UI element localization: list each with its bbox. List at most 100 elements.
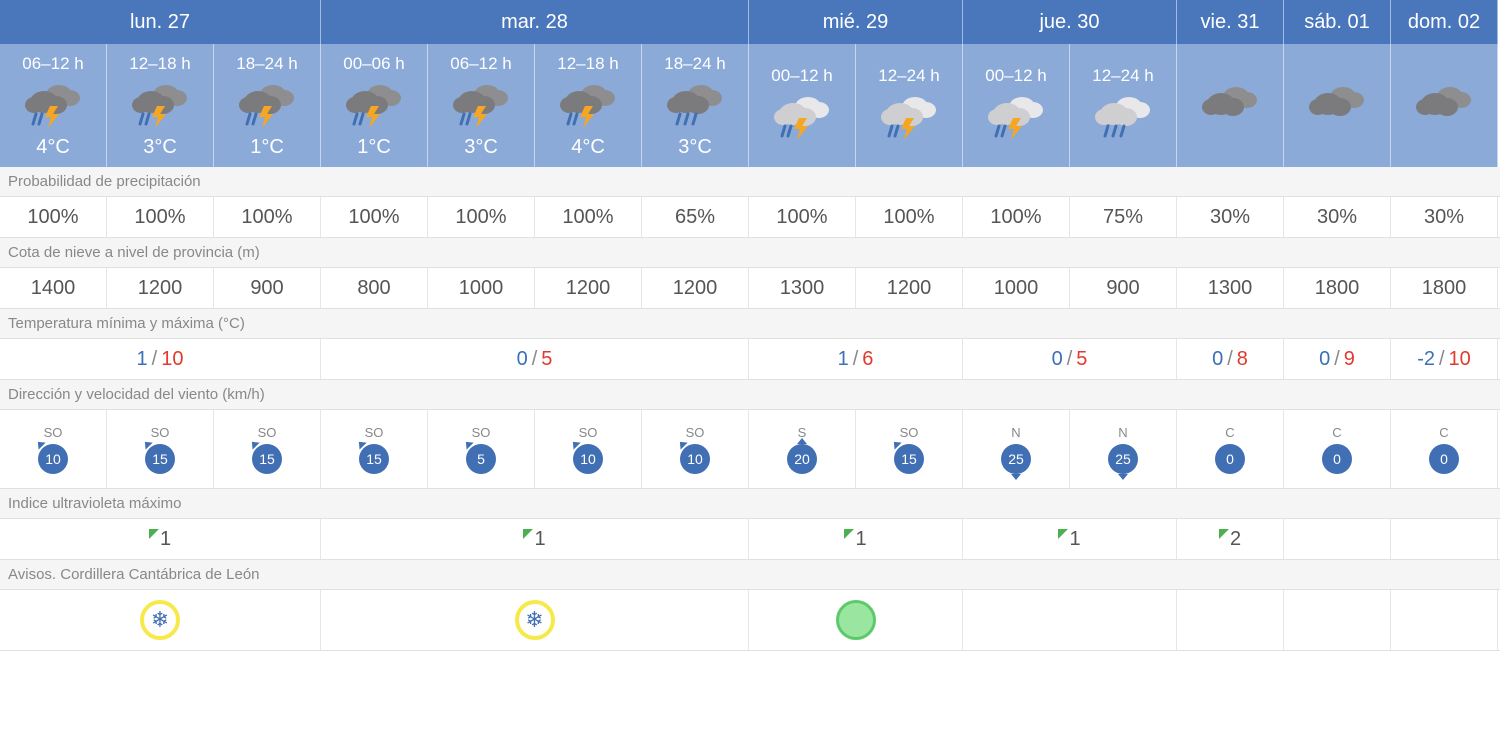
temp-separator: / bbox=[532, 348, 538, 371]
snow-level-label: Cota de nieve a nivel de provincia (m) bbox=[0, 238, 1500, 268]
temp-min: 0 bbox=[1212, 348, 1223, 371]
uv-triangle-icon bbox=[1219, 529, 1229, 539]
weather-icon bbox=[343, 78, 405, 130]
wind-speed-badge: 0 bbox=[1322, 444, 1352, 474]
uv-cell: 1 bbox=[963, 519, 1177, 559]
wind-arrow-icon bbox=[1011, 474, 1021, 480]
temp-max: 8 bbox=[1237, 348, 1248, 371]
temp-min: 0 bbox=[1319, 348, 1330, 371]
wind-speed: 10 bbox=[45, 451, 61, 467]
period-temp: 4°C bbox=[36, 136, 70, 159]
period-header: 00–06 h1°C bbox=[321, 44, 428, 167]
wind-cell: SO15 bbox=[214, 410, 321, 488]
period-range: 00–06 h bbox=[343, 54, 404, 74]
period-header: 12–24 h bbox=[856, 44, 963, 167]
uv-value: 1 bbox=[1069, 529, 1080, 549]
period-header: 00–12 h bbox=[749, 44, 856, 167]
temp-max: 5 bbox=[541, 348, 552, 371]
period-range: 06–12 h bbox=[450, 54, 511, 74]
wind-cell: C0 bbox=[1391, 410, 1498, 488]
wind-speed: 10 bbox=[687, 451, 703, 467]
warning-cell bbox=[963, 590, 1177, 650]
wind-arrow-icon bbox=[34, 438, 45, 449]
weather-icon bbox=[1306, 80, 1368, 132]
weather-icon bbox=[22, 78, 84, 130]
day-header[interactable]: sáb. 01 bbox=[1284, 0, 1391, 44]
temp-minmax-cell: 0/9 bbox=[1284, 339, 1391, 379]
wind-cell: SO15 bbox=[321, 410, 428, 488]
period-header bbox=[1177, 44, 1284, 167]
warning-cell: ❄ bbox=[321, 590, 749, 650]
wind-direction: C bbox=[1332, 425, 1341, 440]
weather-icon bbox=[129, 78, 191, 130]
period-header: 18–24 h3°C bbox=[642, 44, 749, 167]
day-header[interactable]: jue. 30 bbox=[963, 0, 1177, 44]
day-header[interactable]: mié. 29 bbox=[749, 0, 963, 44]
wind-direction: SO bbox=[472, 425, 491, 440]
wind-speed: 0 bbox=[1440, 451, 1448, 467]
day-header-row: lun. 27mar. 28mié. 29jue. 30vie. 31sáb. … bbox=[0, 0, 1500, 44]
period-temp: 1°C bbox=[250, 136, 284, 159]
uv-cell bbox=[1391, 519, 1498, 559]
wind-arrow-icon bbox=[676, 438, 687, 449]
warning-cell bbox=[1177, 590, 1284, 650]
period-header: 18–24 h1°C bbox=[214, 44, 321, 167]
data-cell: 100% bbox=[856, 197, 963, 237]
wind-cell: SO 10 bbox=[642, 410, 749, 488]
weather-icon bbox=[664, 78, 726, 130]
wind-speed: 15 bbox=[366, 451, 382, 467]
warnings-row: ❄❄ bbox=[0, 590, 1500, 651]
wind-arrow-icon bbox=[462, 438, 473, 449]
temp-max: 9 bbox=[1344, 348, 1355, 371]
period-header: 12–24 h bbox=[1070, 44, 1177, 167]
data-cell: 100% bbox=[321, 197, 428, 237]
wind-speed: 15 bbox=[152, 451, 168, 467]
period-header bbox=[1284, 44, 1391, 167]
wind-direction: SO bbox=[579, 425, 598, 440]
warning-cell bbox=[749, 590, 963, 650]
wind-direction: SO bbox=[258, 425, 277, 440]
weather-icon bbox=[450, 78, 512, 130]
data-cell: 900 bbox=[214, 268, 321, 308]
temp-min: 1 bbox=[137, 348, 148, 371]
wind-speed: 0 bbox=[1226, 451, 1234, 467]
period-range: 12–18 h bbox=[129, 54, 190, 74]
temp-minmax-cell: 0/5 bbox=[963, 339, 1177, 379]
uv-badge: 1 bbox=[1058, 529, 1080, 549]
day-header[interactable]: dom. 02 bbox=[1391, 0, 1498, 44]
wind-cell: N25 bbox=[1070, 410, 1177, 488]
temp-minmax-cell: 1/6 bbox=[749, 339, 963, 379]
data-cell: 1800 bbox=[1284, 268, 1391, 308]
wind-arrow-icon bbox=[355, 438, 366, 449]
period-range: 12–24 h bbox=[878, 66, 939, 86]
data-cell: 1200 bbox=[642, 268, 749, 308]
day-header[interactable]: mar. 28 bbox=[321, 0, 749, 44]
wind-direction: SO bbox=[686, 425, 705, 440]
wind-cell: SO5 bbox=[428, 410, 535, 488]
data-cell: 1200 bbox=[107, 268, 214, 308]
green-warning-icon bbox=[836, 600, 876, 640]
day-header[interactable]: vie. 31 bbox=[1177, 0, 1284, 44]
uv-triangle-icon bbox=[844, 529, 854, 539]
wind-direction: SO bbox=[900, 425, 919, 440]
temp-min: 0 bbox=[1052, 348, 1063, 371]
period-header: 12–18 h4°C bbox=[535, 44, 642, 167]
wind-speed: 25 bbox=[1008, 451, 1024, 467]
wind-arrow-icon bbox=[797, 438, 807, 444]
period-header: 12–18 h3°C bbox=[107, 44, 214, 167]
data-cell: 1400 bbox=[0, 268, 107, 308]
day-header[interactable]: lun. 27 bbox=[0, 0, 321, 44]
wind-cell: S20 bbox=[749, 410, 856, 488]
precipitation-label: Probabilidad de precipitación bbox=[0, 167, 1500, 197]
temp-min: 0 bbox=[517, 348, 528, 371]
weather-icon bbox=[771, 90, 833, 142]
wind-speed-badge: 0 bbox=[1429, 444, 1459, 474]
temp-separator: / bbox=[853, 348, 859, 371]
temp-minmax-cell: 0/8 bbox=[1177, 339, 1284, 379]
period-range: 00–12 h bbox=[771, 66, 832, 86]
period-range: 18–24 h bbox=[664, 54, 725, 74]
data-cell: 1300 bbox=[749, 268, 856, 308]
temp-minmax-cell: 0/5 bbox=[321, 339, 749, 379]
data-cell: 1300 bbox=[1177, 268, 1284, 308]
period-temp: 3°C bbox=[464, 136, 498, 159]
